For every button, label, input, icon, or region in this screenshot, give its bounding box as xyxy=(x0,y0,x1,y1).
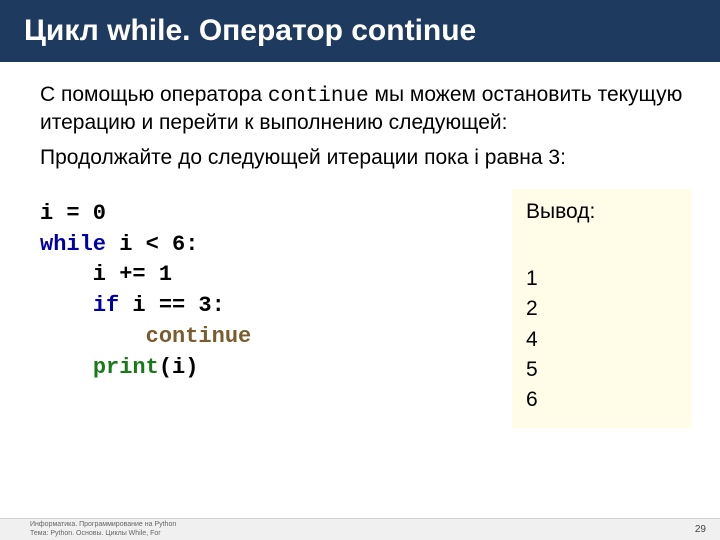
code-output-row: i = 0 while i < 6: i += 1 if i == 3: con… xyxy=(40,199,692,428)
code-line-6c: (i) xyxy=(159,355,199,380)
footer-line-2: Тема: Python. Основы. Циклы While, For xyxy=(30,530,176,538)
code-line-4c: i == 3: xyxy=(119,293,225,318)
code-line-1: i = 0 xyxy=(40,201,106,226)
code-line-5a xyxy=(40,324,146,349)
output-box: Вывод: 1 2 4 5 6 xyxy=(512,189,692,428)
paragraph-2: Продолжайте до следующей итерации пока i… xyxy=(40,145,692,171)
kw-if: if xyxy=(93,293,119,318)
slide-title: Цикл while. Оператор continue xyxy=(24,14,696,48)
output-title: Вывод: xyxy=(526,197,672,227)
output-line: 4 xyxy=(526,325,672,355)
paragraph-1: С помощью оператора continue мы можем ос… xyxy=(40,82,692,137)
code-line-3: i += 1 xyxy=(40,262,172,287)
output-line: 1 xyxy=(526,264,672,294)
output-line: 6 xyxy=(526,385,672,415)
code-block: i = 0 while i < 6: i += 1 if i == 3: con… xyxy=(40,199,452,384)
code-line-2b: i < 6: xyxy=(106,232,198,257)
slide-header: Цикл while. Оператор continue xyxy=(0,0,720,62)
code-line-6a xyxy=(40,355,93,380)
code-line-4a xyxy=(40,293,93,318)
p1-text-a: С помощью оператора xyxy=(40,83,268,106)
page-number: 29 xyxy=(695,524,706,535)
output-line: 2 xyxy=(526,294,672,324)
footer-text: Информатика. Программирование на Python … xyxy=(30,521,176,538)
kw-while: while xyxy=(40,232,106,257)
p1-keyword: continue xyxy=(268,85,369,108)
slide-footer: Информатика. Программирование на Python … xyxy=(0,518,720,540)
output-line: 5 xyxy=(526,355,672,385)
slide-content: С помощью оператора continue мы можем ос… xyxy=(0,62,720,428)
kw-continue: continue xyxy=(146,324,252,349)
footer-line-1: Информатика. Программирование на Python xyxy=(30,521,176,529)
kw-print: print xyxy=(93,355,159,380)
